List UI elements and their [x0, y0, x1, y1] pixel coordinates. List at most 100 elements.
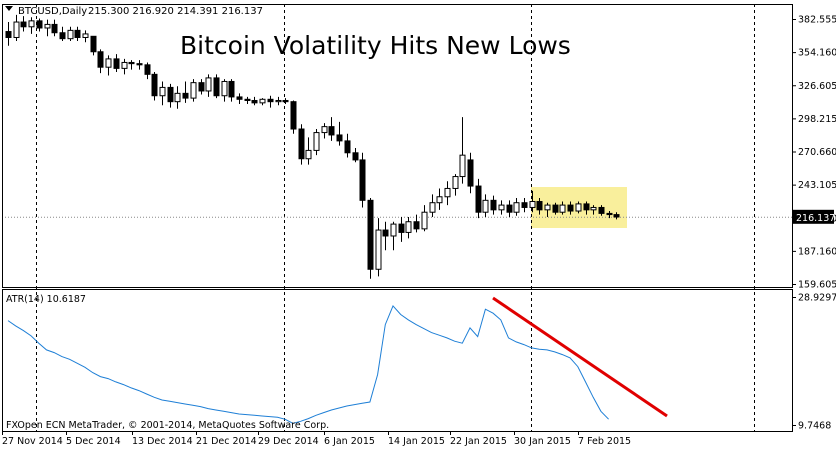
price-tick-label-2: 326.605 — [798, 81, 836, 92]
candle-body-50 — [390, 223, 397, 237]
candle-body-11 — [90, 35, 97, 53]
date-tick-label-5: 6 Jan 2015 — [324, 436, 375, 447]
candle-body-63 — [490, 199, 497, 211]
ohlc-readout: 215.300 216.920 214.391 216.137 — [88, 6, 263, 17]
candle-body-19 — [151, 73, 158, 97]
atr-layer — [7, 296, 668, 424]
atr-line — [7, 304, 609, 424]
candle-body-58 — [452, 176, 459, 189]
date-tick-label-6: 14 Jan 2015 — [388, 436, 445, 447]
price-tick-label-5: 243.105 — [798, 180, 836, 191]
candle-body-56 — [436, 196, 443, 204]
date-tick-label-7: 22 Jan 2015 — [450, 436, 507, 447]
candle-body-7 — [59, 32, 66, 40]
candle-body-53 — [413, 221, 420, 230]
copyright-footer: FXOpen ECN MetaTrader, © 2001-2014, Meta… — [6, 420, 329, 431]
grid-layer — [2, 4, 792, 431]
candle-body-31 — [244, 98, 251, 101]
candle-body-52 — [405, 221, 412, 233]
candle-body-33 — [259, 98, 266, 104]
date-tick-label-1: 5 Dec 2014 — [66, 436, 121, 447]
candle-body-70 — [544, 204, 551, 211]
symbol-label: BTCUSD,Daily — [18, 6, 87, 17]
candle-body-13 — [105, 58, 112, 68]
date-tick-label-8: 30 Jan 2015 — [514, 436, 571, 447]
candle-body-22 — [174, 92, 181, 103]
candle-body-41 — [321, 126, 328, 134]
candle-body-37 — [290, 101, 297, 130]
date-tick-label-0: 27 Nov 2014 — [2, 436, 63, 447]
candle-body-71 — [552, 204, 559, 213]
candle-body-24 — [190, 82, 197, 99]
candle-body-28 — [221, 80, 228, 97]
candle-body-66 — [513, 202, 520, 213]
price-pane-frame — [2, 4, 793, 288]
price-tick-label-3: 298.215 — [798, 114, 836, 125]
candle-body-15 — [121, 61, 128, 69]
candle-body-77 — [598, 206, 605, 214]
candle-body-43 — [336, 134, 343, 142]
candle-body-73 — [567, 204, 574, 212]
candle-body-62 — [482, 199, 489, 213]
candle-body-40 — [313, 132, 320, 151]
atr-tick-label-1: 9.7468 — [798, 421, 831, 432]
candle-body-36 — [282, 99, 289, 103]
price-tick-label-7: 187.160 — [798, 246, 836, 257]
candle-body-18 — [144, 64, 151, 75]
candle-body-42 — [328, 126, 335, 136]
candle-body-2 — [20, 21, 27, 28]
candle-body-61 — [475, 185, 482, 213]
candle-body-76 — [590, 206, 597, 211]
candle-body-17 — [136, 63, 143, 66]
dropdown-triangle-icon[interactable] — [5, 6, 13, 11]
candle-body-54 — [421, 211, 428, 230]
chart-headline: Bitcoin Volatility Hits New Lows — [180, 31, 571, 60]
price-tick-label-8: 159.605 — [798, 280, 836, 291]
trend-line — [492, 296, 668, 418]
current-price-label: 216.137 — [796, 213, 835, 224]
candle-body-8 — [67, 29, 74, 40]
candle-body-44 — [344, 140, 351, 154]
candle-body-57 — [444, 187, 451, 198]
candle-body-68 — [529, 201, 536, 208]
candle-body-3 — [28, 20, 35, 28]
candle-body-0 — [5, 31, 12, 38]
candle-body-34 — [267, 98, 274, 103]
candle-body-16 — [128, 61, 135, 65]
candle-body-39 — [305, 149, 312, 160]
candle-body-25 — [198, 82, 205, 92]
candle-body-45 — [352, 152, 359, 161]
candle-body-74 — [575, 203, 582, 212]
candle-body-10 — [82, 33, 89, 38]
candle-body-65 — [506, 204, 513, 213]
candles-layer — [5, 14, 620, 279]
candle-body-46 — [359, 159, 366, 201]
candle-body-47 — [367, 199, 374, 270]
candle-body-32 — [251, 99, 258, 104]
candle-body-29 — [228, 80, 235, 98]
candle-body-5 — [44, 23, 51, 29]
date-tick-label-3: 21 Dec 2014 — [196, 436, 257, 447]
candle-body-49 — [382, 229, 389, 237]
candle-body-9 — [74, 29, 81, 38]
frame-layer — [2, 4, 793, 432]
candle-body-1 — [13, 21, 20, 38]
labels-layer: 382.555 354.160 326.605 298.215 270.660 243.1… — [2, 15, 836, 447]
candle-body-67 — [521, 202, 528, 208]
candle-body-69 — [536, 201, 543, 211]
candle-body-12 — [97, 51, 104, 68]
candle-body-72 — [559, 204, 566, 213]
atr-pane-frame — [2, 289, 793, 432]
candle-body-35 — [275, 99, 282, 103]
candle-body-79 — [613, 214, 620, 218]
candle-body-64 — [498, 204, 505, 211]
candle-body-55 — [429, 202, 436, 213]
candle-body-75 — [583, 203, 590, 211]
candle-body-30 — [236, 96, 243, 100]
candle-body-51 — [398, 223, 405, 233]
atr-title: ATR(14) 10.6187 — [6, 294, 86, 305]
date-tick-label-9: 7 Feb 2015 — [578, 436, 631, 447]
candle-body-6 — [51, 23, 58, 34]
